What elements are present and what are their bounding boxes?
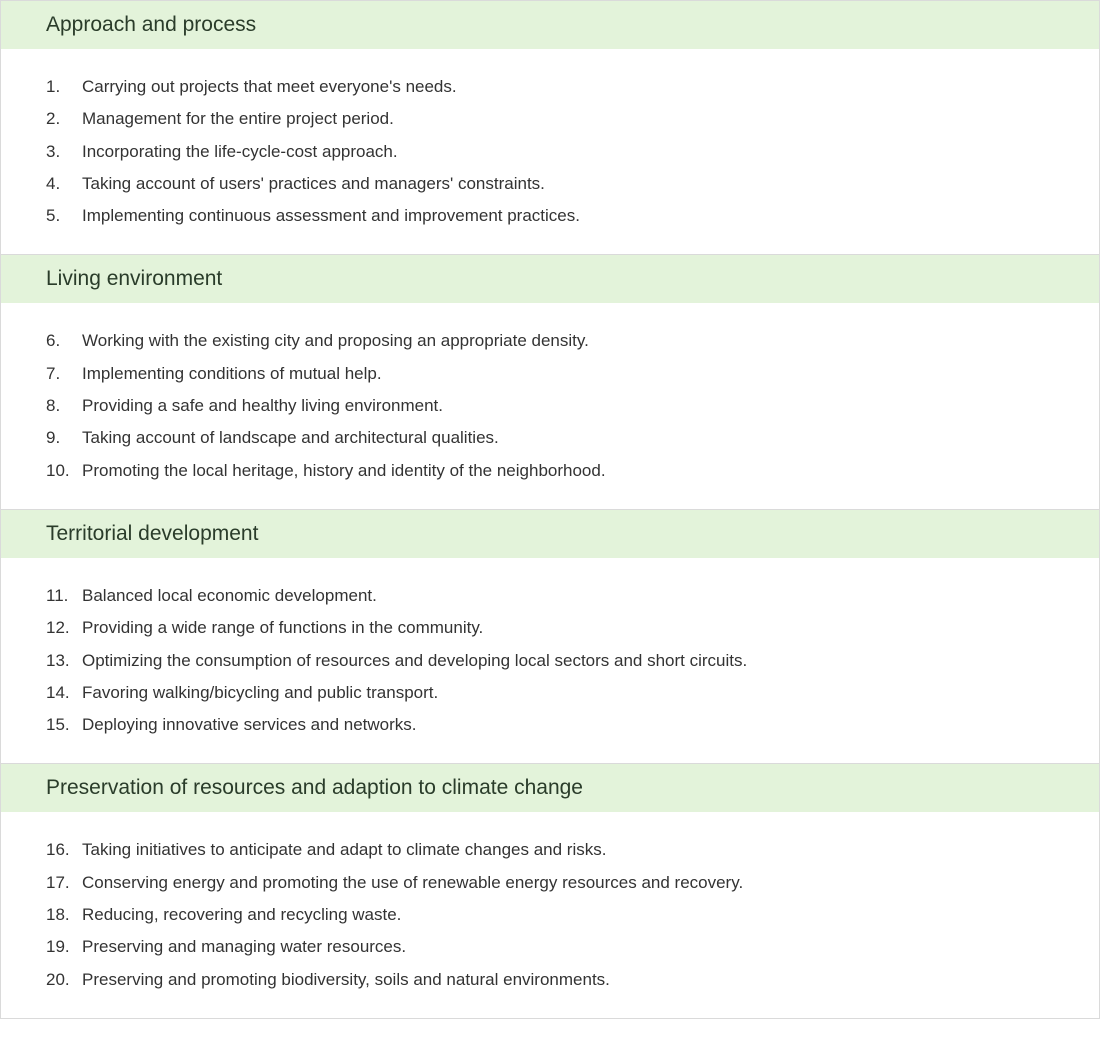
item-text: Management for the entire project period… [82, 103, 1099, 135]
item-number: 3. [46, 136, 82, 168]
item-text: Balanced local economic development. [82, 580, 1099, 612]
list-item: 8.Providing a safe and healthy living en… [46, 390, 1099, 422]
item-number: 4. [46, 168, 82, 200]
section-approach: Approach and process 1.Carrying out proj… [1, 1, 1099, 255]
item-text: Taking account of users' practices and m… [82, 168, 1099, 200]
list-item: 17.Conserving energy and promoting the u… [46, 867, 1099, 899]
item-text: Deploying innovative services and networ… [82, 709, 1099, 741]
item-number: 12. [46, 612, 82, 644]
item-text: Taking initiatives to anticipate and ada… [82, 834, 1099, 866]
list-item: 12.Providing a wide range of functions i… [46, 612, 1099, 644]
section-territorial: Territorial development 11.Balanced loca… [1, 510, 1099, 764]
section-body: 11.Balanced local economic development. … [1, 558, 1099, 763]
item-number: 17. [46, 867, 82, 899]
item-text: Implementing continuous assessment and i… [82, 200, 1099, 232]
item-text: Providing a wide range of functions in t… [82, 612, 1099, 644]
section-title: Preservation of resources and adaption t… [1, 764, 1099, 812]
item-text: Conserving energy and promoting the use … [82, 867, 1099, 899]
list-item: 15.Deploying innovative services and net… [46, 709, 1099, 741]
item-text: Carrying out projects that meet everyone… [82, 71, 1099, 103]
section-preservation: Preservation of resources and adaption t… [1, 764, 1099, 1018]
list-item: 2.Management for the entire project peri… [46, 103, 1099, 135]
list-item: 1.Carrying out projects that meet everyo… [46, 71, 1099, 103]
item-number: 11. [46, 580, 82, 612]
item-number: 13. [46, 645, 82, 677]
section-title: Approach and process [1, 1, 1099, 49]
list-item: 3.Incorporating the life-cycle-cost appr… [46, 136, 1099, 168]
item-number: 19. [46, 931, 82, 963]
item-number: 20. [46, 964, 82, 996]
item-text: Working with the existing city and propo… [82, 325, 1099, 357]
item-number: 15. [46, 709, 82, 741]
item-text: Preserving and managing water resources. [82, 931, 1099, 963]
section-body: 6.Working with the existing city and pro… [1, 303, 1099, 508]
list-item: 5.Implementing continuous assessment and… [46, 200, 1099, 232]
section-body: 16.Taking initiatives to anticipate and … [1, 812, 1099, 1017]
item-number: 14. [46, 677, 82, 709]
list-item: 6.Working with the existing city and pro… [46, 325, 1099, 357]
section-living: Living environment 6.Working with the ex… [1, 255, 1099, 509]
section-title: Living environment [1, 255, 1099, 303]
list-item: 4.Taking account of users' practices and… [46, 168, 1099, 200]
item-number: 16. [46, 834, 82, 866]
list-item: 7.Implementing conditions of mutual help… [46, 358, 1099, 390]
item-number: 7. [46, 358, 82, 390]
list-item: 9.Taking account of landscape and archit… [46, 422, 1099, 454]
item-text: Providing a safe and healthy living envi… [82, 390, 1099, 422]
item-text: Optimizing the consumption of resources … [82, 645, 1099, 677]
item-number: 18. [46, 899, 82, 931]
section-body: 1.Carrying out projects that meet everyo… [1, 49, 1099, 254]
item-text: Implementing conditions of mutual help. [82, 358, 1099, 390]
item-text: Reducing, recovering and recycling waste… [82, 899, 1099, 931]
item-number: 6. [46, 325, 82, 357]
section-title: Territorial development [1, 510, 1099, 558]
item-number: 8. [46, 390, 82, 422]
item-text: Taking account of landscape and architec… [82, 422, 1099, 454]
sections-container: Approach and process 1.Carrying out proj… [0, 0, 1100, 1019]
item-text: Incorporating the life-cycle-cost approa… [82, 136, 1099, 168]
item-text: Promoting the local heritage, history an… [82, 455, 1099, 487]
item-number: 5. [46, 200, 82, 232]
item-number: 1. [46, 71, 82, 103]
list-item: 11.Balanced local economic development. [46, 580, 1099, 612]
list-item: 10.Promoting the local heritage, history… [46, 455, 1099, 487]
item-text: Preserving and promoting biodiversity, s… [82, 964, 1099, 996]
list-item: 13.Optimizing the consumption of resourc… [46, 645, 1099, 677]
item-text: Favoring walking/bicycling and public tr… [82, 677, 1099, 709]
list-item: 19.Preserving and managing water resourc… [46, 931, 1099, 963]
list-item: 18.Reducing, recovering and recycling wa… [46, 899, 1099, 931]
list-item: 20.Preserving and promoting biodiversity… [46, 964, 1099, 996]
list-item: 16.Taking initiatives to anticipate and … [46, 834, 1099, 866]
list-item: 14.Favoring walking/bicycling and public… [46, 677, 1099, 709]
item-number: 9. [46, 422, 82, 454]
item-number: 10. [46, 455, 82, 487]
item-number: 2. [46, 103, 82, 135]
